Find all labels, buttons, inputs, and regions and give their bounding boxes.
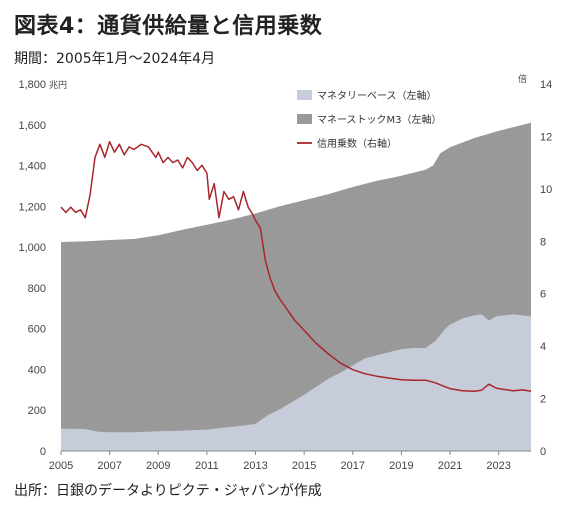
left-tick-label: 1,800 [18,79,46,91]
x-tick-label: 2019 [389,460,413,472]
right-tick-label: 8 [540,236,546,248]
x-tick-label: 2013 [243,460,267,472]
right-tick-label: 6 [540,289,546,301]
x-tick-label: 2023 [486,460,510,472]
legend-swatch [297,90,312,100]
left-tick-label: 0 [40,446,46,458]
left-tick-label: 1,400 [18,161,46,173]
right-tick-label: 14 [540,79,552,91]
right-tick-label: 2 [540,394,546,406]
right-tick-label: 12 [540,131,552,143]
left-tick-label: 200 [28,405,46,417]
x-tick-label: 2017 [341,460,365,472]
legend-label: 信用乗数（右軸） [317,137,397,150]
x-tick-label: 2011 [195,460,219,472]
right-tick-label: 10 [540,184,552,196]
left-tick-label: 1,200 [18,201,46,213]
x-tick-label: 2015 [292,460,316,472]
x-tick-label: 2007 [97,460,121,472]
right-tick-label: 4 [540,341,546,353]
legend-swatch [297,114,312,124]
left-tick-label: 400 [28,364,46,376]
x-tick-label: 2005 [49,460,73,472]
right-axis-unit: 倍 [518,73,527,85]
left-tick-label: 600 [28,324,46,336]
right-tick-label: 0 [540,446,546,458]
left-tick-label: 1,600 [18,120,46,132]
monetary-base-area [61,314,531,451]
x-tick-label: 2021 [438,460,462,472]
legend-label: マネタリーベース（左軸） [317,89,437,102]
credit-multiplier-line [60,140,532,392]
x-tick-label: 2009 [146,460,170,472]
chart-subtitle: 期間：2005年1月～2024年4月 [14,51,216,67]
left-tick-label: 800 [28,283,46,295]
chart-title: 図表4：通貨供給量と信用乗数 [14,14,323,39]
legend-label: マネーストックM3（左軸） [317,113,442,126]
left-axis-unit: 兆円 [49,80,67,91]
left-tick-label: 1,000 [18,242,46,254]
source-note: 出所：日銀のデータよりピクテ・ジャパンが作成 [14,483,322,499]
